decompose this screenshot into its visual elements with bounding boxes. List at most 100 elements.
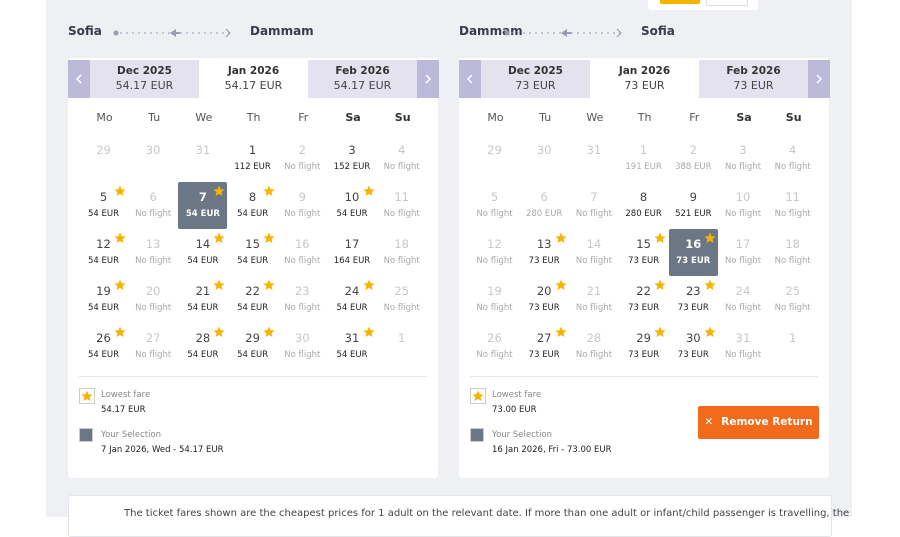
prev-month[interactable] bbox=[459, 60, 481, 98]
next-month[interactable] bbox=[808, 60, 830, 98]
month-tab[interactable]: Jan 2026 73 EUR bbox=[590, 60, 699, 98]
day-cell[interactable]: 20 73 EUR bbox=[520, 276, 569, 323]
day-cell: 6 280 EUR bbox=[520, 182, 569, 229]
day-number: 18 bbox=[394, 237, 409, 251]
weekday: Sa bbox=[736, 111, 752, 124]
day-price: No flight bbox=[774, 162, 811, 172]
lowest-fare-star bbox=[654, 326, 666, 337]
day-number: 1 bbox=[248, 143, 257, 157]
day-cell[interactable]: 26 54 EUR bbox=[79, 323, 128, 370]
weekday: Tu bbox=[148, 111, 161, 124]
day-cell[interactable]: 8 280 EUR bbox=[619, 182, 668, 229]
tab-price: 54.17 EUR bbox=[333, 79, 392, 92]
day-cell: 29 bbox=[470, 135, 519, 182]
day-number: 1 bbox=[398, 331, 406, 345]
month-tab[interactable]: Dec 2025 73 EUR bbox=[481, 60, 590, 98]
day-cell[interactable]: 24 54 EUR bbox=[328, 276, 377, 323]
day-number: 31 bbox=[735, 331, 751, 345]
day-cell[interactable]: 5 54 EUR bbox=[79, 182, 128, 229]
day-price: 112 EUR bbox=[234, 162, 271, 172]
day-cell: 17 No flight bbox=[719, 229, 768, 276]
lowest-fare-star bbox=[114, 232, 126, 243]
weekday: Mo bbox=[487, 111, 504, 124]
day-cell[interactable]: 30 73 EUR bbox=[669, 323, 718, 370]
lowest-fare-star bbox=[213, 279, 225, 290]
lowest-fare-star bbox=[362, 279, 375, 290]
day-cell: 31 bbox=[178, 135, 227, 182]
day-number: 30 bbox=[536, 143, 552, 157]
lowest-fare-star bbox=[704, 232, 716, 243]
day-number: 19 bbox=[487, 284, 502, 298]
day-number: 7 bbox=[590, 190, 598, 204]
day-cell[interactable]: 21 54 EUR bbox=[178, 276, 227, 323]
route-to: Sofia bbox=[641, 24, 675, 38]
top-box[interactable] bbox=[706, 0, 748, 6]
day-number: 27 bbox=[536, 331, 552, 345]
day-price: 73 EUR bbox=[628, 303, 660, 313]
day-cell[interactable]: 22 54 EUR bbox=[228, 276, 277, 323]
day-cell[interactable]: 14 54 EUR bbox=[178, 229, 227, 276]
day-cell: 26 No flight bbox=[470, 323, 519, 370]
day-cell[interactable]: 19 54 EUR bbox=[79, 276, 128, 323]
day-number: 14 bbox=[195, 237, 211, 251]
day-number: 31 bbox=[586, 143, 602, 157]
weekday: We bbox=[195, 111, 213, 124]
prev-icon bbox=[75, 74, 82, 84]
weekday: We bbox=[586, 111, 604, 124]
day-cell[interactable]: 29 73 EUR bbox=[619, 323, 668, 370]
top-button[interactable] bbox=[660, 0, 700, 4]
day-cell: 30 bbox=[129, 135, 178, 182]
footer-text: The ticket fares shown are the cheapest … bbox=[124, 508, 850, 519]
day-cell[interactable]: 16 73 EUR bbox=[668, 229, 718, 276]
lowest-fare-star bbox=[555, 279, 567, 290]
day-cell[interactable]: 23 73 EUR bbox=[669, 276, 718, 323]
day-cell: 12 No flight bbox=[470, 229, 519, 276]
legend-star bbox=[472, 390, 484, 401]
remove-return-button[interactable]: ✕ Remove Return bbox=[698, 406, 819, 439]
day-cell[interactable]: 12 54 EUR bbox=[79, 229, 128, 276]
day-cell: 2 No flight bbox=[278, 135, 327, 182]
day-cell[interactable]: 17 164 EUR bbox=[328, 229, 377, 276]
lowest-fare-star bbox=[362, 185, 375, 196]
day-price: No flight bbox=[284, 209, 321, 219]
prev-month[interactable] bbox=[68, 60, 90, 98]
day-cell[interactable]: 3 152 EUR bbox=[328, 135, 377, 182]
day-cell: 25 No flight bbox=[377, 276, 426, 323]
day-cell[interactable]: 28 54 EUR bbox=[178, 323, 227, 370]
day-cell[interactable]: 29 54 EUR bbox=[228, 323, 277, 370]
day-cell[interactable]: 13 73 EUR bbox=[520, 229, 569, 276]
day-price: 73 EUR bbox=[628, 256, 660, 266]
day-price: No flight bbox=[284, 162, 321, 172]
lowest-fare-star bbox=[263, 279, 275, 290]
legend-value: 73.00 EUR bbox=[492, 405, 537, 415]
next-month[interactable] bbox=[417, 60, 439, 98]
lowest-fare-star bbox=[114, 326, 126, 337]
day-cell[interactable]: 27 73 EUR bbox=[520, 323, 569, 370]
day-number: 29 bbox=[636, 331, 651, 345]
day-price: 280 EUR bbox=[525, 209, 563, 219]
day-number: 15 bbox=[636, 237, 651, 251]
day-cell[interactable]: 7 54 EUR bbox=[178, 182, 228, 229]
month-tab[interactable]: Feb 2026 54.17 EUR bbox=[308, 60, 417, 98]
day-cell[interactable]: 15 54 EUR bbox=[228, 229, 277, 276]
day-cell[interactable]: 31 54 EUR bbox=[328, 323, 377, 370]
day-price: No flight bbox=[284, 303, 321, 313]
day-cell[interactable]: 22 73 EUR bbox=[619, 276, 668, 323]
day-number: 30 bbox=[685, 331, 701, 345]
day-number: 4 bbox=[789, 143, 797, 157]
legend-label: Your Selection bbox=[492, 430, 553, 440]
day-cell[interactable]: 15 73 EUR bbox=[619, 229, 668, 276]
day-cell[interactable]: 8 54 EUR bbox=[228, 182, 277, 229]
day-price: No flight bbox=[724, 256, 762, 266]
day-price: 191 EUR bbox=[625, 162, 662, 172]
weekday: Th bbox=[246, 111, 261, 124]
month-tab[interactable]: Jan 2026 54.17 EUR bbox=[199, 60, 308, 98]
month-tab[interactable]: Dec 2025 54.17 EUR bbox=[90, 60, 199, 98]
month-tab[interactable]: Feb 2026 73 EUR bbox=[699, 60, 808, 98]
day-number: 8 bbox=[639, 190, 648, 204]
day-cell[interactable]: 10 54 EUR bbox=[328, 182, 377, 229]
day-price: No flight bbox=[774, 209, 811, 219]
day-cell[interactable]: 9 521 EUR bbox=[669, 182, 718, 229]
day-number: 1 bbox=[789, 331, 797, 345]
day-cell[interactable]: 1 112 EUR bbox=[228, 135, 277, 182]
